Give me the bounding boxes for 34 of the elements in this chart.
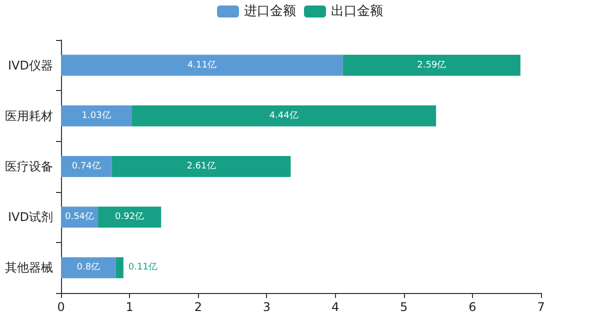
y-tick-label: IVD仪器 (8, 58, 53, 72)
data-label: 4.11亿 (187, 59, 216, 70)
y-tick-label: 医用耗材 (5, 108, 53, 123)
data-label: 2.61亿 (186, 160, 216, 172)
y-tick-label: 医疗设备 (5, 160, 53, 174)
x-tick-label: 3 (262, 300, 271, 314)
bar (61, 257, 116, 278)
data-label: 0.92亿 (115, 211, 144, 222)
x-tick-label: 5 (400, 300, 408, 314)
x-tick-label: 6 (468, 300, 476, 314)
bar (98, 206, 162, 228)
x-tick-label: 7 (537, 300, 545, 314)
bar (116, 257, 124, 278)
bar (61, 105, 132, 126)
data-label: 2.59亿 (417, 59, 446, 70)
data-label: 0.8亿 (76, 262, 100, 273)
bar (61, 156, 112, 177)
x-tick-label: 4 (331, 300, 340, 314)
x-tick-label: 1 (126, 300, 134, 314)
bar (132, 105, 436, 126)
bar (342, 54, 520, 76)
data-label: 4.44亿 (269, 110, 298, 121)
data-label: 0.54亿 (64, 211, 94, 222)
y-tick-label: IVD试剂 (8, 210, 53, 224)
x-tick-label: 0 (57, 300, 65, 314)
x-tick-label: 2 (194, 300, 202, 314)
bar (61, 54, 343, 76)
y-tick-label: 其他器械 (5, 260, 53, 275)
legend-label: 出口金额 (331, 4, 383, 19)
bar (112, 156, 291, 177)
legend-label: 进口金额 (244, 4, 296, 19)
data-label: 0.74亿 (72, 160, 101, 172)
data-label: 1.03亿 (82, 110, 111, 121)
data-label: 0.11亿 (128, 262, 158, 273)
